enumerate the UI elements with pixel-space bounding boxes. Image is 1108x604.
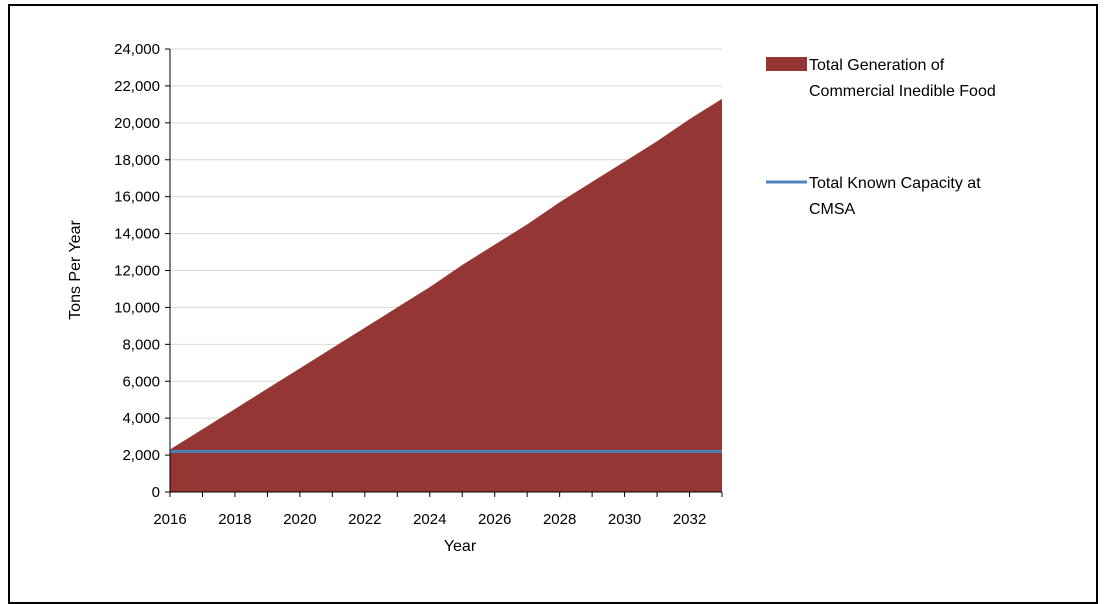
y-tick-labels: 0 2,000 4,000 6,000 8,000 10,000 12,000 14,000 1… [114,41,160,501]
x-tick-label-6: 2028 [543,511,576,528]
x-tick-label-8: 2032 [673,511,706,528]
y-tick-label-9: 18,000 [114,152,160,169]
legend-label-line-1-0: Total Known Capacity at [809,175,981,192]
legend: Total Generation of Commercial Inedible F… [766,57,996,218]
y-tick-label-2: 4,000 [122,410,160,427]
y-tick-label-6: 12,000 [114,263,160,280]
y-tick-label-10: 20,000 [114,115,160,132]
y-tick-label-7: 14,000 [114,226,160,243]
x-tick-label-2: 2020 [283,511,316,528]
y-tick-label-11: 22,000 [114,78,160,95]
x-tick-label-1: 2018 [218,511,251,528]
legend-swatch-0 [766,57,807,71]
y-tick-label-3: 6,000 [122,373,160,390]
chart: 0 2,000 4,000 6,000 8,000 10,000 12,000 14,000 1… [67,41,996,555]
axes [165,48,723,497]
x-tick-labels: 2016 2018 2020 2022 2024 2026 2028 2030 2032 [153,511,706,528]
y-tick-label-0: 0 [152,484,160,501]
x-tick-label-7: 2030 [608,511,641,528]
legend-label-line-0-0: Total Generation of [809,57,945,74]
x-tick-label-5: 2026 [478,511,511,528]
y-tick-label-8: 16,000 [114,189,160,206]
x-tick-label-3: 2022 [348,511,381,528]
legend-label-line-1-1: CMSA [809,201,856,218]
x-tick-label-0: 2016 [153,511,186,528]
legend-label-line-0-1: Commercial Inedible Food [809,83,996,100]
legend-label-0: Total Generation of Commercial Inedible F… [809,57,996,100]
legend-label-1: Total Known Capacity at CMSA [809,175,981,218]
series-area-group [170,98,722,493]
x-tick-label-4: 2024 [413,511,446,528]
y-tick-label-1: 2,000 [122,447,160,464]
y-axis-title: Tons Per Year [67,220,84,320]
series-area-0 [170,98,722,493]
y-tick-label-12: 24,000 [114,41,160,58]
x-axis-title: Year [444,538,477,555]
y-tick-label-5: 10,000 [114,299,160,316]
y-tick-label-4: 8,000 [122,336,160,353]
